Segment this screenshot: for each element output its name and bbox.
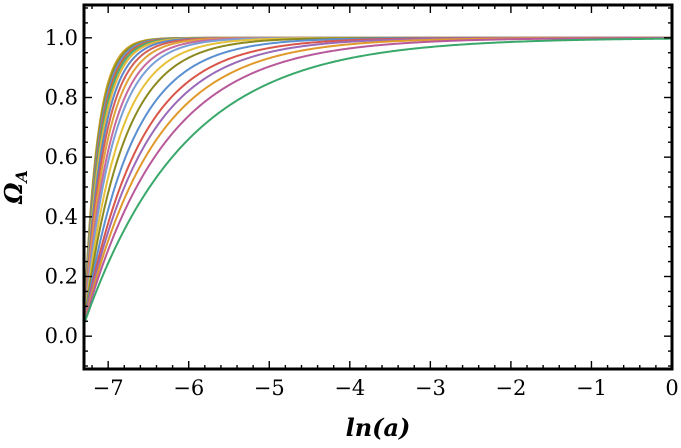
y-tick-labels: 0.0 0.2 0.4 0.6 0.8 1.0 — [45, 26, 78, 348]
series-line-7 — [83, 36, 673, 326]
series-line-15 — [83, 36, 673, 326]
x-tick-label: −5 — [254, 376, 285, 400]
x-tick-labels: −7 −6 −5 −4 −3 −2 −1 0 — [93, 376, 679, 400]
series-line-5 — [83, 36, 673, 326]
series-line-1 — [83, 36, 673, 326]
y-tick-label: 0.6 — [45, 145, 78, 169]
x-tick-label: −2 — [495, 376, 526, 400]
x-tick-label: 0 — [665, 376, 678, 400]
series-line-11 — [83, 36, 673, 326]
series-line-4 — [83, 36, 673, 326]
x-tick-label: −4 — [334, 376, 365, 400]
x-tick-label: −1 — [576, 376, 607, 400]
series-line-8 — [83, 36, 673, 326]
series-line-16 — [83, 36, 673, 326]
series-line-3 — [83, 36, 673, 326]
y-tick-label: 1.0 — [45, 26, 78, 50]
series-line-17 — [83, 36, 673, 326]
y-tick-label: 0.8 — [45, 85, 78, 109]
series-lines — [83, 36, 673, 326]
series-line-13 — [83, 36, 673, 326]
plot-frame — [82, 3, 674, 371]
series-line-9 — [83, 36, 673, 326]
x-tick-label: −7 — [93, 376, 124, 400]
y-tick-label: 0.4 — [45, 205, 78, 229]
y-axis-label-subscript: A — [12, 170, 31, 184]
series-line-10 — [83, 36, 673, 326]
series-line-18 — [83, 37, 673, 326]
series-line-14 — [83, 36, 673, 326]
x-axis-label: ln(a) — [346, 413, 411, 442]
x-tick-label: −6 — [173, 376, 204, 400]
y-axis-label: ΩA — [0, 170, 31, 205]
series-line-12 — [83, 36, 673, 326]
series-line-2 — [83, 36, 673, 326]
y-tick-label: 0.0 — [45, 324, 78, 348]
y-tick-label: 0.2 — [45, 265, 78, 289]
series-line-19 — [83, 37, 673, 326]
series-line-6 — [83, 36, 673, 326]
x-tick-label: −3 — [415, 376, 446, 400]
y-axis-label-symbol: Ω — [0, 182, 28, 205]
